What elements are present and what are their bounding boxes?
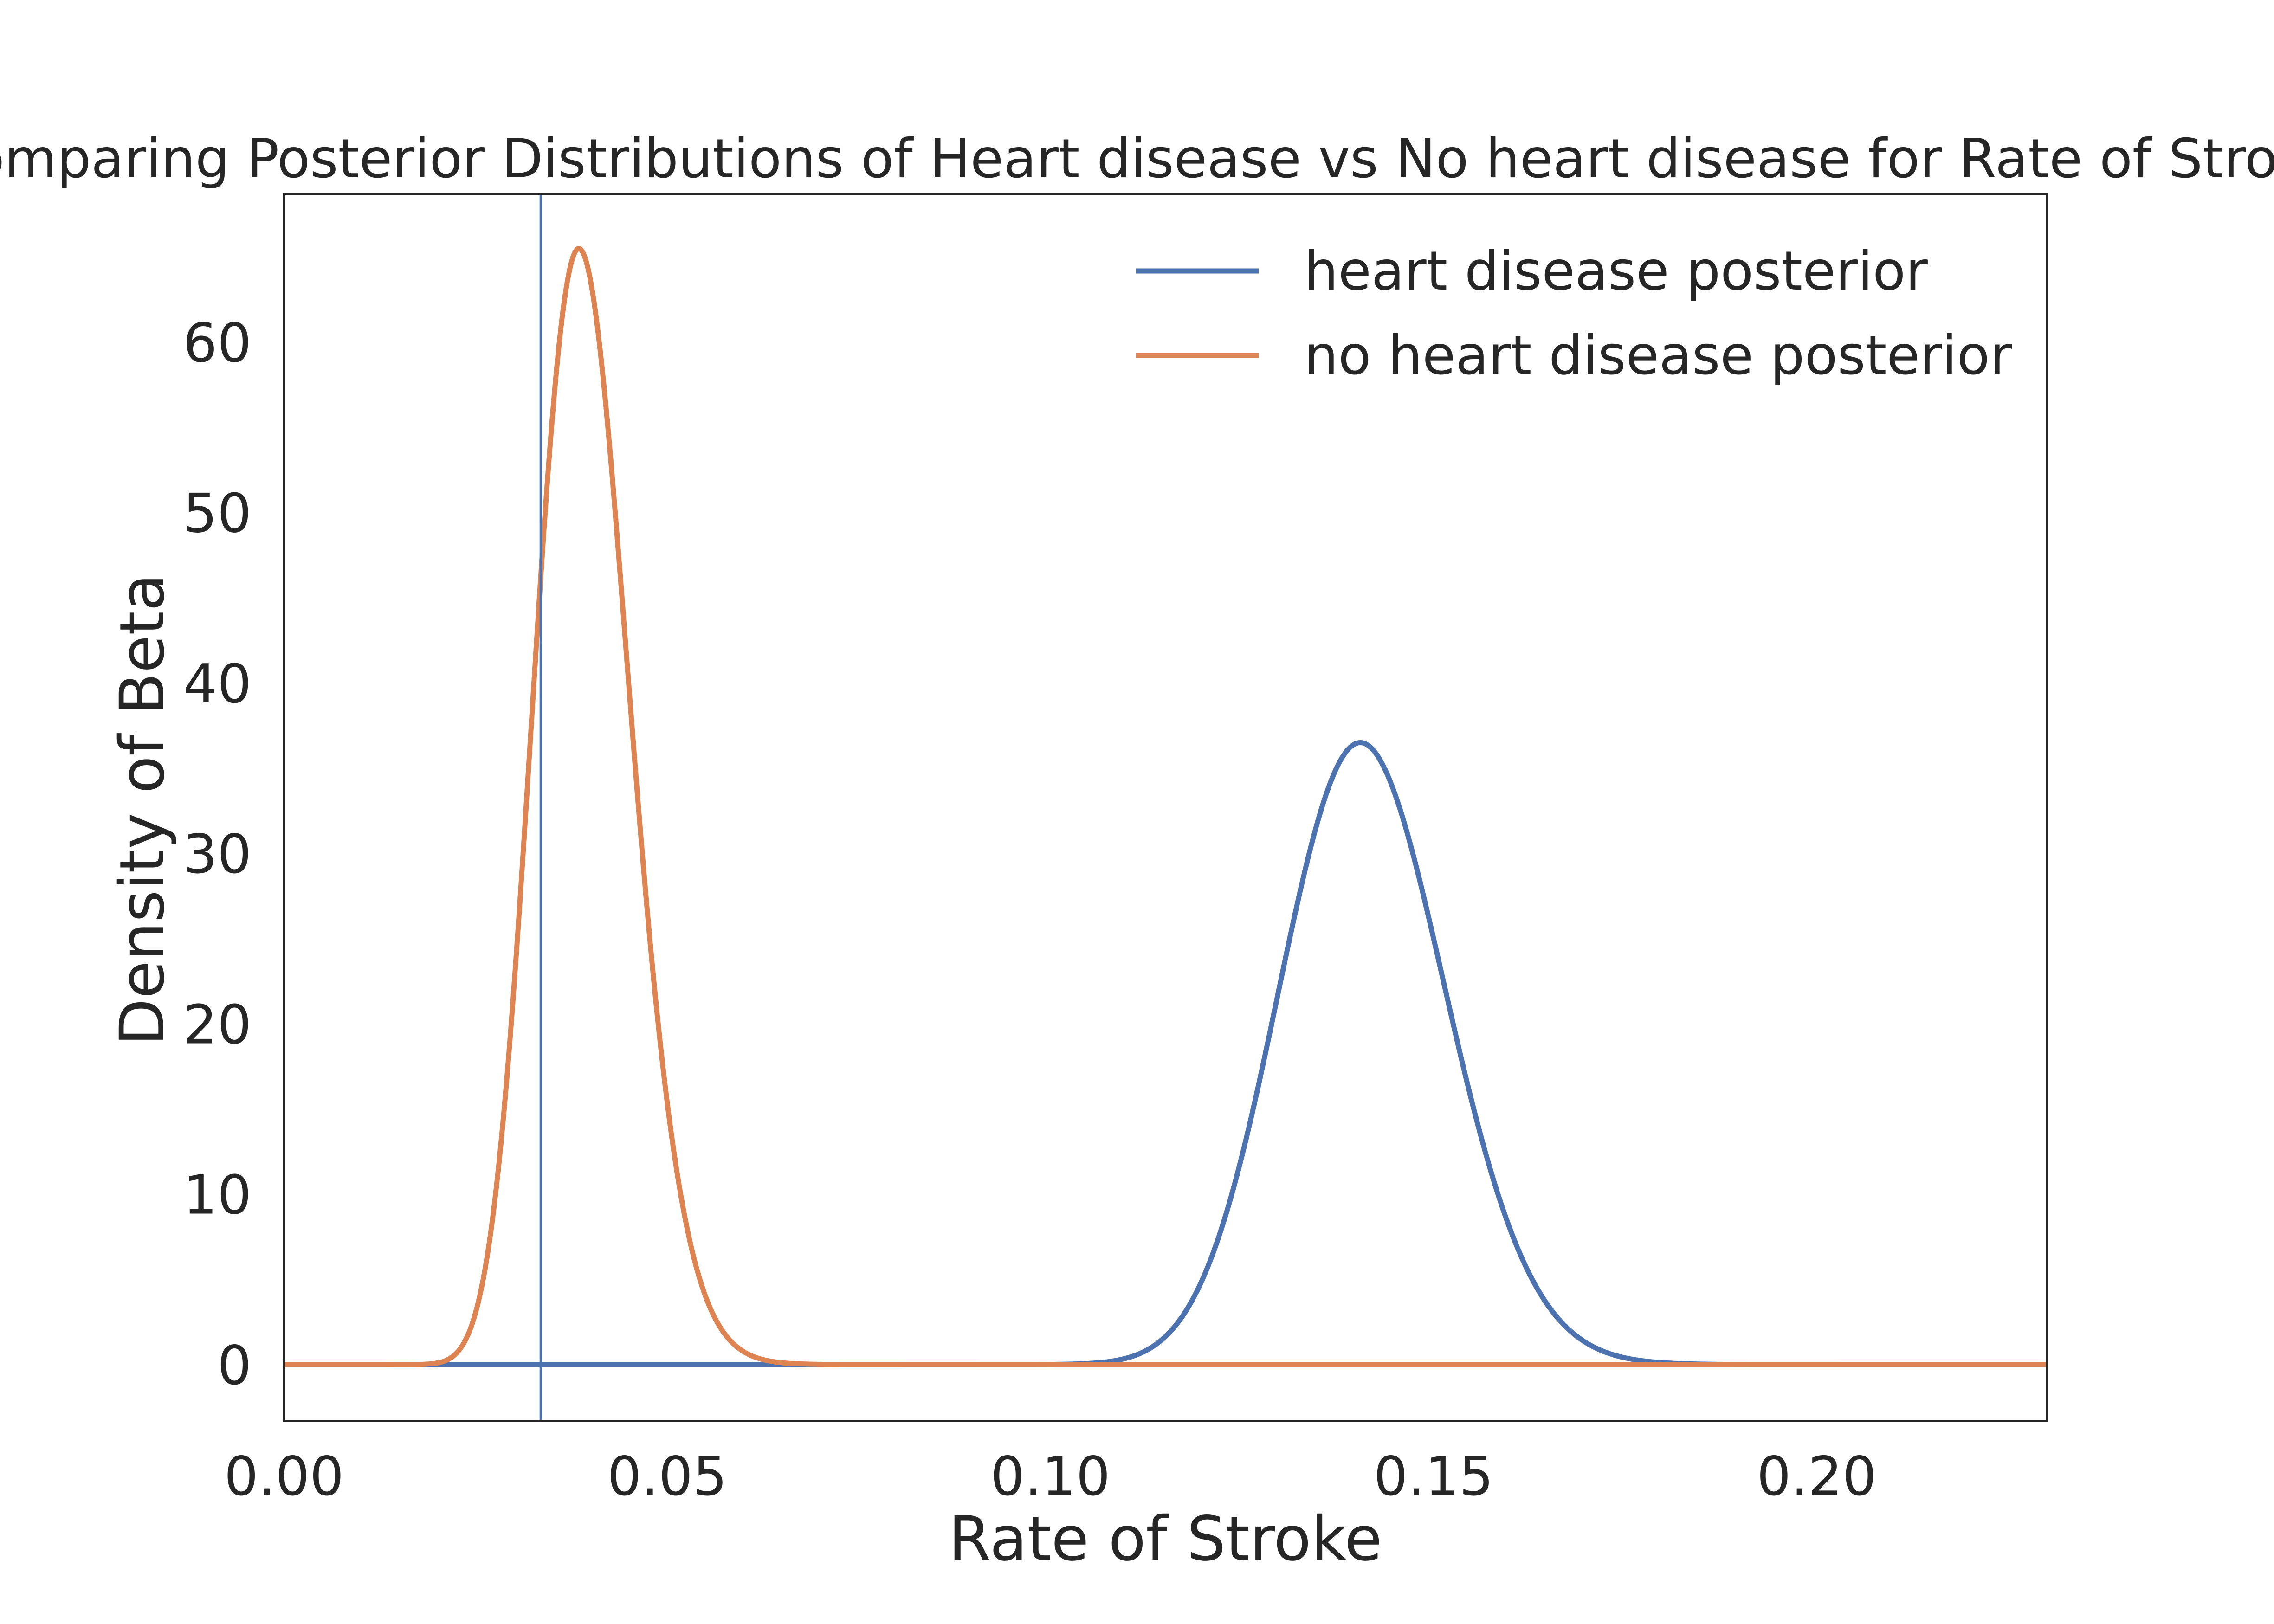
y-tick-label: 50 [183,483,252,545]
legend-label-1: heart disease posterior [1304,240,1928,303]
y-axis-title: Density of Beta [107,574,178,1045]
chart-title: Comparing Posterior Distributions of Hea… [0,128,2274,190]
y-tick-label: 0 [217,1334,252,1397]
x-axis-title: Rate of Stroke [949,1503,1382,1575]
x-tick-label: 0.05 [607,1445,727,1508]
x-tick-label: 0.15 [1374,1445,1493,1508]
plot-frame [283,193,2048,1422]
x-tick-label: 0.20 [1757,1445,1876,1508]
plot-area [284,194,2047,1421]
legend-label-2: no heart disease posterior [1304,324,2012,387]
x-tick-label: 0.00 [224,1445,344,1508]
series-line-2 [284,246,2047,1367]
x-tick-label: 0.10 [990,1445,1110,1508]
y-tick-label: 20 [183,993,252,1056]
x-axis: 0.00 0.05 0.10 0.15 0.20 [224,1445,1877,1508]
y-tick-label: 30 [183,823,252,886]
y-axis: 0 10 20 30 40 50 60 [183,312,252,1397]
y-tick-label: 10 [183,1164,252,1227]
legend: heart disease posterior no heart disease … [1136,240,2012,387]
y-tick-label: 40 [183,653,252,715]
y-tick-label: 60 [183,312,252,374]
